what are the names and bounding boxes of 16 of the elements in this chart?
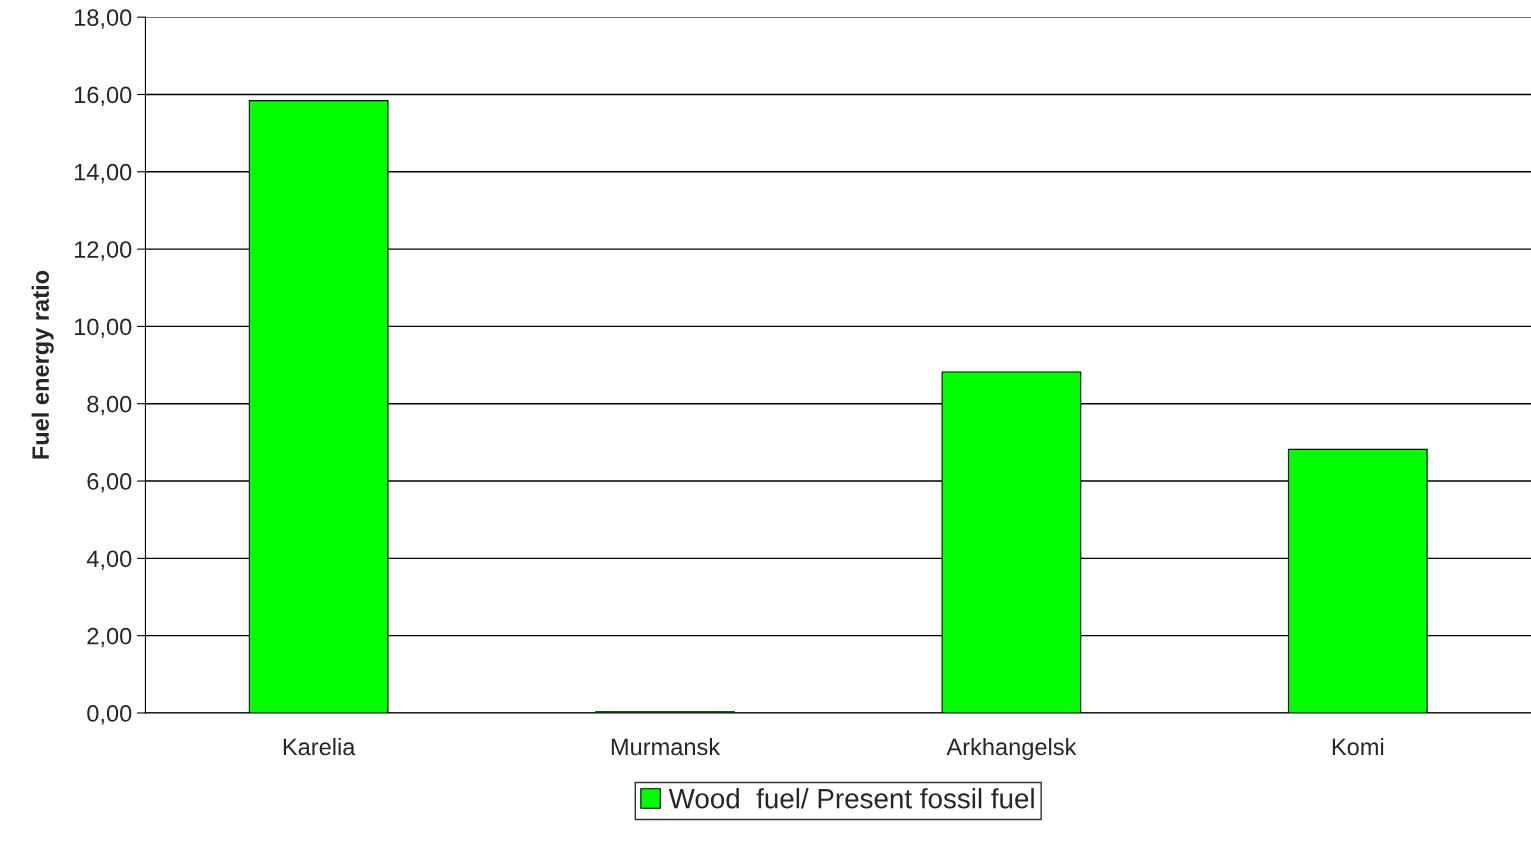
x-tick-label: Komi xyxy=(1332,737,1384,756)
y-tick-label: 0,00 xyxy=(87,705,132,725)
legend-label: Wood fuel/ Present fossil fuel xyxy=(668,788,1034,809)
y-tick-label: 14,00 xyxy=(74,163,132,184)
y-tick-label: 4,00 xyxy=(86,550,132,570)
y-tick-label: 12,00 xyxy=(74,241,132,261)
x-tick-label: Arkhangelsk xyxy=(946,737,1077,760)
y-tick-label: 2,00 xyxy=(87,627,132,648)
y-tick-label: 18,00 xyxy=(74,9,132,29)
y-tick-label: 6,00 xyxy=(87,473,132,493)
x-tick-label: Murmansk xyxy=(611,737,721,756)
y-tick-label: 10,00 xyxy=(74,318,132,338)
y-axis-title: Fuel energy ratio xyxy=(31,270,54,459)
y-tick-label: 16,00 xyxy=(74,86,132,107)
y-tick-label: 8,00 xyxy=(87,395,132,416)
x-tick-label: Karelia xyxy=(283,737,356,756)
